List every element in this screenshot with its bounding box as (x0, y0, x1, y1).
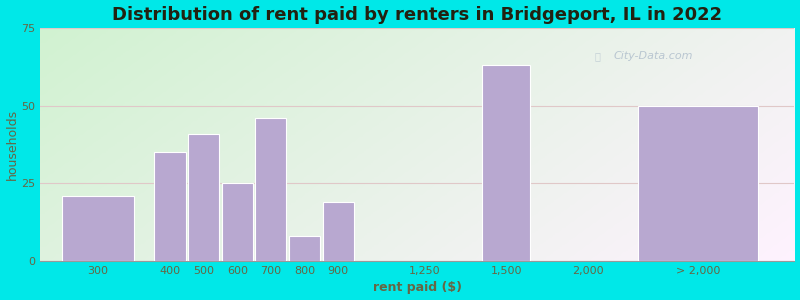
Bar (222, 183, 253, 261)
Bar (255, 118, 286, 261)
Text: City-Data.com: City-Data.com (614, 51, 693, 61)
Bar (188, 134, 219, 261)
Bar (322, 202, 354, 261)
Text: 🔍: 🔍 (594, 51, 601, 61)
Bar (638, 106, 758, 261)
Bar (154, 152, 186, 261)
Bar (62, 196, 134, 261)
Bar (482, 65, 530, 261)
Bar (289, 236, 320, 261)
Title: Distribution of rent paid by renters in Bridgeport, IL in 2022: Distribution of rent paid by renters in … (112, 6, 722, 24)
Y-axis label: households: households (6, 109, 18, 180)
X-axis label: rent paid ($): rent paid ($) (373, 281, 462, 294)
